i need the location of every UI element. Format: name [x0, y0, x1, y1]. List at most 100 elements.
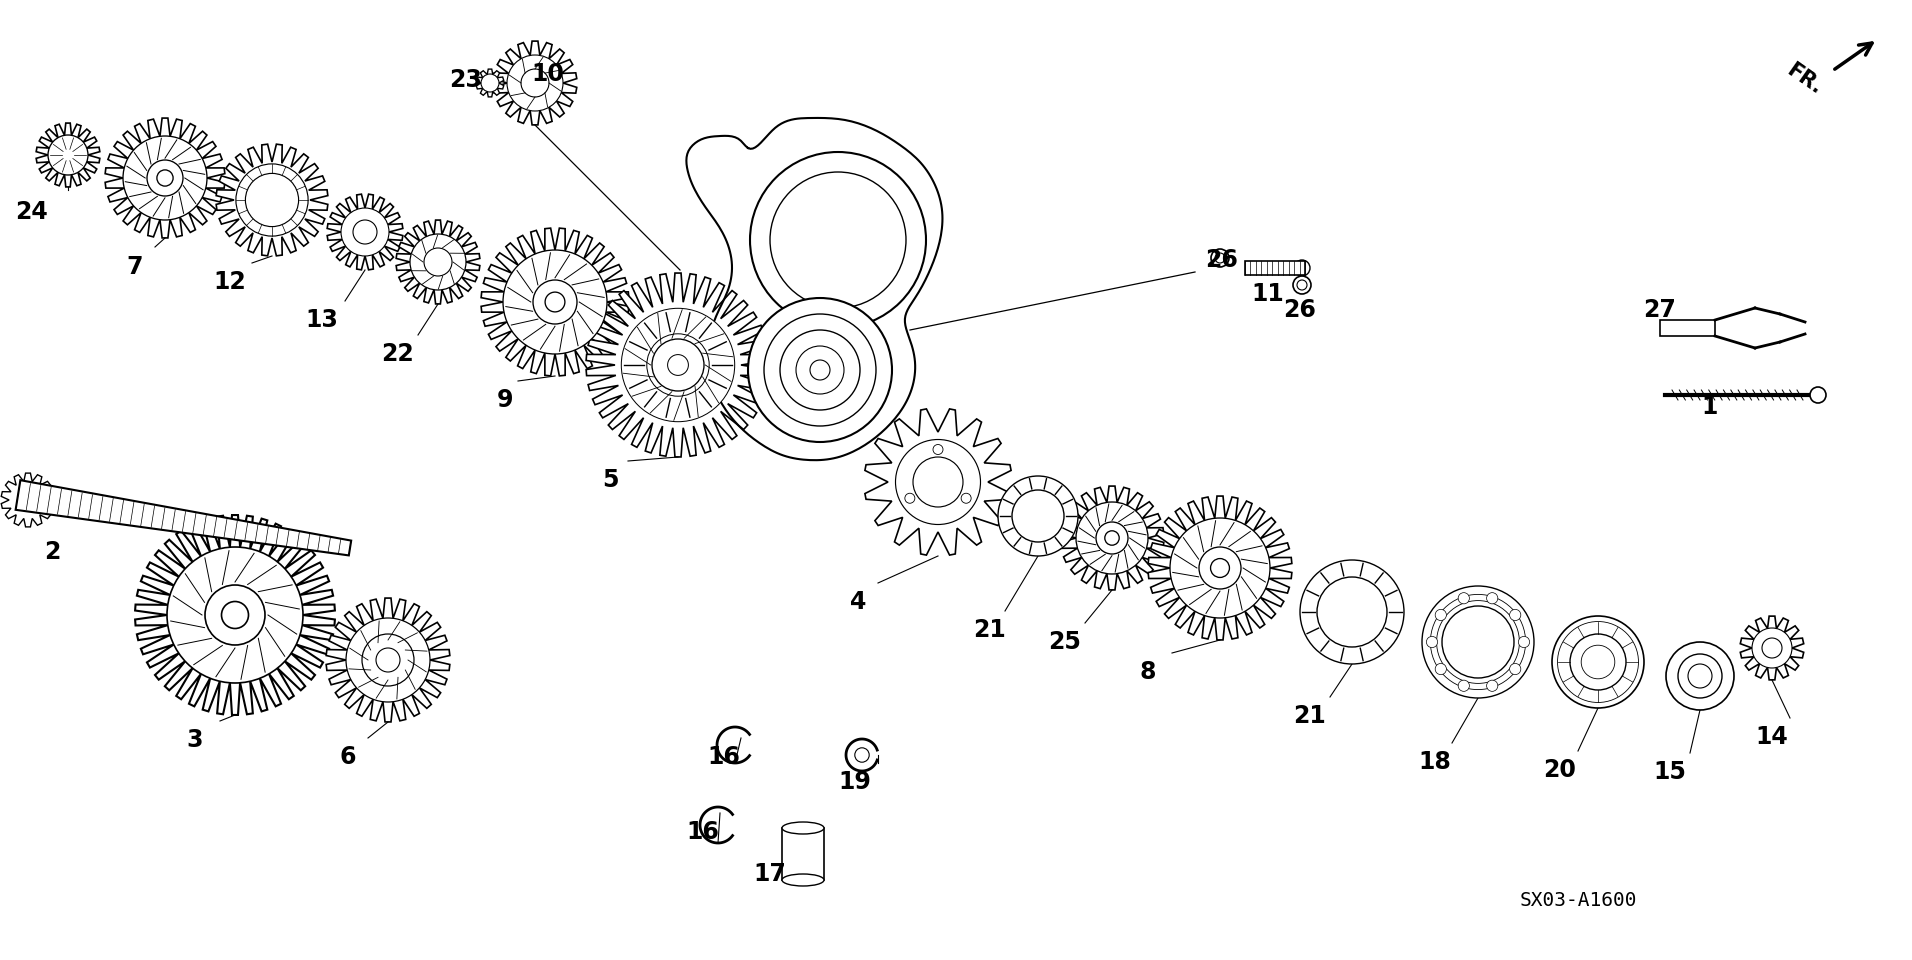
Circle shape — [1426, 636, 1438, 648]
Circle shape — [962, 493, 971, 503]
Text: 8: 8 — [1140, 660, 1157, 684]
Circle shape — [811, 360, 830, 380]
Ellipse shape — [782, 822, 824, 834]
Text: 20: 20 — [1543, 758, 1575, 782]
Text: 2: 2 — [44, 540, 59, 564]
Polygon shape — [1147, 496, 1293, 640]
Bar — [1245, 261, 1306, 275]
Circle shape — [48, 135, 88, 175]
Text: 19: 19 — [839, 770, 872, 794]
Text: 16: 16 — [686, 820, 719, 844]
Polygon shape — [587, 273, 771, 457]
Text: 23: 23 — [449, 68, 482, 92]
Circle shape — [1488, 680, 1497, 691]
Circle shape — [904, 493, 914, 503]
Bar — [1660, 320, 1715, 336]
Circle shape — [1076, 502, 1147, 574]
Circle shape — [503, 250, 606, 354]
Circle shape — [222, 602, 249, 629]
Text: 13: 13 — [306, 308, 338, 332]
Circle shape — [652, 339, 704, 391]
Text: 6: 6 — [340, 745, 356, 769]
Text: 21: 21 — [1294, 704, 1327, 728]
Circle shape — [1581, 645, 1616, 679]
Circle shape — [1679, 654, 1723, 698]
Circle shape — [1300, 560, 1403, 664]
Circle shape — [1763, 638, 1782, 658]
Circle shape — [1096, 522, 1128, 554]
Polygon shape — [136, 516, 335, 715]
Polygon shape — [476, 69, 503, 97]
Text: 7: 7 — [126, 255, 143, 279]
Circle shape — [507, 55, 562, 111]
Text: 14: 14 — [1755, 725, 1788, 749]
Circle shape — [377, 648, 400, 672]
Circle shape — [346, 618, 430, 702]
Polygon shape — [36, 123, 99, 187]
Polygon shape — [864, 409, 1011, 555]
Text: 12: 12 — [214, 270, 247, 294]
Circle shape — [235, 164, 308, 236]
Circle shape — [646, 334, 709, 396]
Circle shape — [533, 280, 577, 324]
Circle shape — [667, 354, 688, 375]
Circle shape — [361, 634, 415, 686]
Circle shape — [1811, 387, 1826, 403]
Circle shape — [1442, 606, 1514, 678]
Circle shape — [795, 346, 843, 394]
Circle shape — [147, 160, 184, 196]
Circle shape — [1459, 592, 1470, 604]
Circle shape — [1436, 610, 1445, 620]
Text: 24: 24 — [15, 200, 48, 224]
Circle shape — [855, 748, 870, 762]
Polygon shape — [105, 118, 226, 238]
Text: FR.: FR. — [1784, 60, 1826, 98]
Text: SX03-A1600: SX03-A1600 — [1520, 891, 1637, 909]
Text: 16: 16 — [707, 745, 740, 769]
Polygon shape — [327, 598, 449, 722]
Text: 26: 26 — [1283, 298, 1317, 322]
Circle shape — [409, 234, 467, 290]
Ellipse shape — [782, 874, 824, 886]
Text: 4: 4 — [849, 590, 866, 614]
Circle shape — [1170, 518, 1270, 618]
Circle shape — [1558, 621, 1639, 703]
Text: 25: 25 — [1048, 630, 1082, 654]
Circle shape — [750, 152, 925, 328]
Text: 17: 17 — [753, 862, 786, 886]
Polygon shape — [327, 194, 403, 270]
Polygon shape — [216, 144, 327, 255]
Polygon shape — [1740, 616, 1803, 680]
Circle shape — [1510, 663, 1520, 675]
Polygon shape — [2, 473, 55, 527]
Text: 27: 27 — [1644, 298, 1677, 322]
Circle shape — [205, 585, 266, 645]
Circle shape — [520, 69, 549, 97]
Text: 5: 5 — [602, 468, 618, 492]
Text: 11: 11 — [1252, 282, 1285, 306]
Circle shape — [780, 330, 860, 410]
Text: 9: 9 — [497, 388, 512, 412]
Circle shape — [1430, 594, 1526, 689]
Circle shape — [771, 172, 906, 308]
Bar — [782, 828, 824, 880]
Text: 26: 26 — [1206, 248, 1239, 272]
Polygon shape — [493, 41, 577, 125]
Circle shape — [1296, 280, 1308, 290]
Circle shape — [122, 136, 206, 220]
Circle shape — [1293, 276, 1312, 294]
Circle shape — [1199, 547, 1241, 589]
Circle shape — [1317, 577, 1386, 647]
Text: 10: 10 — [532, 62, 564, 86]
Circle shape — [245, 174, 298, 227]
Circle shape — [1459, 680, 1470, 691]
Circle shape — [933, 444, 943, 454]
Circle shape — [1488, 592, 1497, 604]
Polygon shape — [1059, 486, 1164, 589]
Circle shape — [895, 440, 981, 524]
Circle shape — [1423, 586, 1533, 698]
Circle shape — [1436, 663, 1445, 675]
Circle shape — [765, 314, 876, 426]
Circle shape — [166, 547, 302, 683]
Circle shape — [1294, 260, 1310, 276]
